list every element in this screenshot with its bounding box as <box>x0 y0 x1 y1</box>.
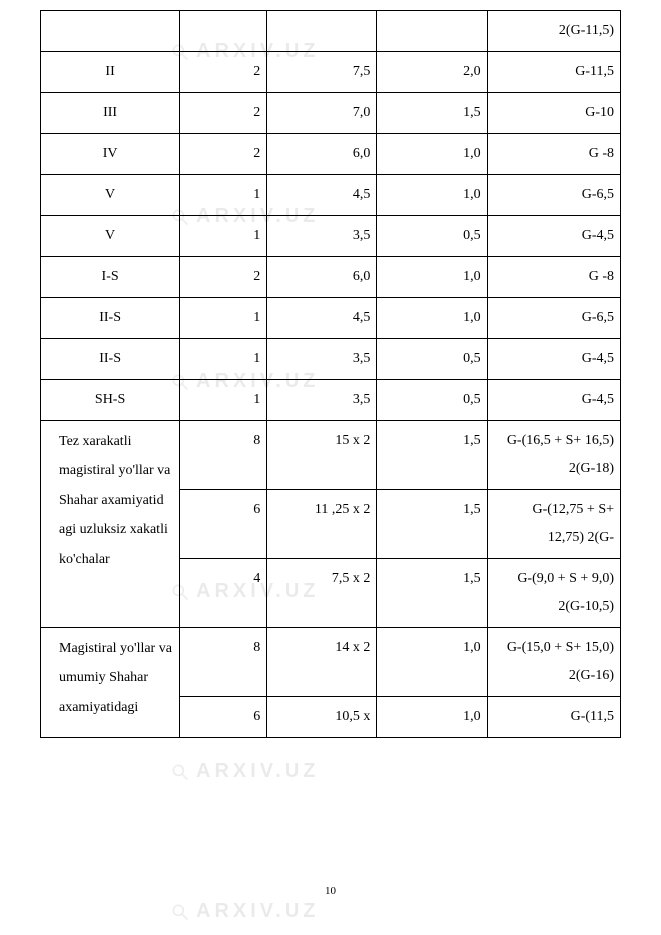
cell: 2 <box>180 93 267 134</box>
cell: G-4,5 <box>487 380 620 421</box>
cell: 1 <box>180 298 267 339</box>
cell: 4,5 <box>267 175 377 216</box>
cell: 1,0 <box>377 134 487 175</box>
table-row: V14,51,0G-6,5 <box>41 175 621 216</box>
cell: 1,5 <box>377 93 487 134</box>
cell: 7,5 х 2 <box>267 559 377 628</box>
cell: I-S <box>41 257 180 298</box>
cell: II-S <box>41 298 180 339</box>
cell: 2 <box>180 134 267 175</box>
cell: 1,0 <box>377 628 487 697</box>
cell: 1,5 <box>377 559 487 628</box>
cell: 8 <box>180 421 267 490</box>
cell: G-(12,75 + S+ 12,75) 2(G- <box>487 490 620 559</box>
cell: 6,0 <box>267 257 377 298</box>
cell: G-(9,0 + S + 9,0) 2(G-10,5) <box>487 559 620 628</box>
cell: G-4,5 <box>487 339 620 380</box>
table-row: V13,50,5G-4,5 <box>41 216 621 257</box>
cell: 6 <box>180 490 267 559</box>
cell: V <box>41 175 180 216</box>
table-row: 2(G-11,5) <box>41 11 621 52</box>
table-row: II27,52,0G-11,5 <box>41 52 621 93</box>
cell: G-6,5 <box>487 298 620 339</box>
cell: 1,0 <box>377 257 487 298</box>
cell: SH-S <box>41 380 180 421</box>
cell <box>180 11 267 52</box>
table-row: II-S14,51,0G-6,5 <box>41 298 621 339</box>
table-row: I-S26,01,0G -8 <box>41 257 621 298</box>
table-row: III27,01,5G-10 <box>41 93 621 134</box>
cell: G-(11,5 <box>487 697 620 738</box>
cell: 4 <box>180 559 267 628</box>
cell: 4,5 <box>267 298 377 339</box>
cell: 7,5 <box>267 52 377 93</box>
watermark-text: ARXIV.UZ <box>196 760 320 782</box>
cell: III <box>41 93 180 134</box>
cell: 1,5 <box>377 421 487 490</box>
cell: Magistiral yo'llar va umumiy Shahar axam… <box>41 628 180 738</box>
cell: 1,5 <box>377 490 487 559</box>
table-row: Tez xarakatli magistiral yo'llar va Shah… <box>41 421 621 490</box>
watermark-text: ARXIV.UZ <box>196 900 320 922</box>
cell: G -8 <box>487 134 620 175</box>
cell: G-(15,0 + S+ 15,0) 2(G-16) <box>487 628 620 697</box>
cell: 3,5 <box>267 216 377 257</box>
cell: 7,0 <box>267 93 377 134</box>
cell: 1 <box>180 339 267 380</box>
cell: 1 <box>180 175 267 216</box>
cell: 1,0 <box>377 298 487 339</box>
cell: 8 <box>180 628 267 697</box>
table-row: IV26,01,0G -8 <box>41 134 621 175</box>
table-row: Magistiral yo'llar va umumiy Shahar axam… <box>41 628 621 697</box>
data-table: 2(G-11,5)II27,52,0G-11,5III27,01,5G-10IV… <box>40 10 621 738</box>
cell: G-10 <box>487 93 620 134</box>
cell: 0,5 <box>377 216 487 257</box>
cell: G-4,5 <box>487 216 620 257</box>
cell: 1,0 <box>377 697 487 738</box>
cell: 11 ,25 х 2 <box>267 490 377 559</box>
cell: G -8 <box>487 257 620 298</box>
cell: G-11,5 <box>487 52 620 93</box>
cell: IV <box>41 134 180 175</box>
cell: 15 х 2 <box>267 421 377 490</box>
cell: 6 <box>180 697 267 738</box>
cell: 3,5 <box>267 380 377 421</box>
table-row: II-S13,50,5G-4,5 <box>41 339 621 380</box>
cell: 2,0 <box>377 52 487 93</box>
cell: II <box>41 52 180 93</box>
cell <box>41 11 180 52</box>
cell: G-(16,5 + S+ 16,5) 2(G-18) <box>487 421 620 490</box>
cell: 3,5 <box>267 339 377 380</box>
cell <box>267 11 377 52</box>
cell: II-S <box>41 339 180 380</box>
cell: 0,5 <box>377 380 487 421</box>
watermark: ARXIV.UZ <box>170 900 320 923</box>
cell: V <box>41 216 180 257</box>
cell: 1 <box>180 380 267 421</box>
cell: G-6,5 <box>487 175 620 216</box>
watermark: ARXIV.UZ <box>170 760 320 783</box>
cell: 1 <box>180 216 267 257</box>
cell: 2(G-11,5) <box>487 11 620 52</box>
page-number: 10 <box>0 885 661 897</box>
cell: 10,5 х <box>267 697 377 738</box>
cell: 1,0 <box>377 175 487 216</box>
cell: 2 <box>180 257 267 298</box>
cell: 0,5 <box>377 339 487 380</box>
cell: 2 <box>180 52 267 93</box>
cell: Tez xarakatli magistiral yo'llar va Shah… <box>41 421 180 628</box>
cell <box>377 11 487 52</box>
table-row: SH-S13,50,5G-4,5 <box>41 380 621 421</box>
cell: 14 х 2 <box>267 628 377 697</box>
cell: 6,0 <box>267 134 377 175</box>
